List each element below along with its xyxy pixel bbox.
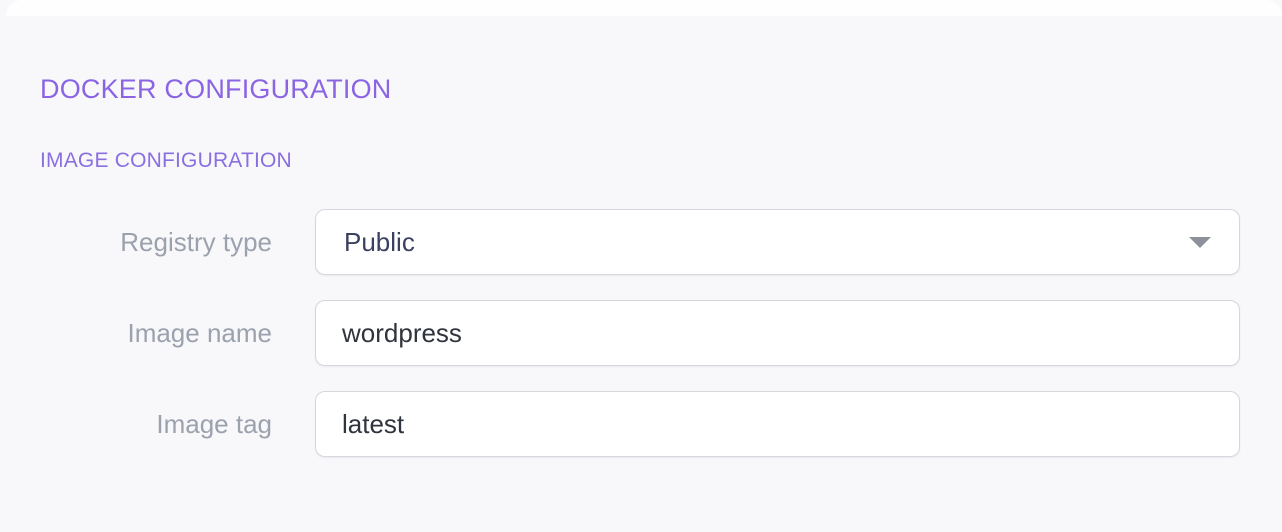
registry-type-selected-value: Public: [344, 226, 415, 257]
image-tag-row: Image tag: [40, 391, 1282, 457]
image-configuration-form: Registry type Public Image name Image ta…: [40, 209, 1282, 457]
chevron-down-icon: [1189, 237, 1211, 248]
image-tag-label: Image tag: [156, 408, 272, 439]
image-name-input[interactable]: [315, 300, 1240, 366]
registry-type-row: Registry type Public: [40, 209, 1282, 275]
registry-type-label: Registry type: [120, 226, 272, 257]
registry-type-select[interactable]: Public: [315, 209, 1240, 275]
image-tag-input[interactable]: [315, 391, 1240, 457]
docker-configuration-section: DOCKER CONFIGURATION IMAGE CONFIGURATION…: [40, 74, 1282, 457]
page-title: DOCKER CONFIGURATION: [40, 74, 392, 104]
image-name-label: Image name: [127, 317, 272, 348]
image-name-row: Image name: [40, 300, 1282, 366]
section-title-image-configuration: IMAGE CONFIGURATION: [40, 149, 292, 172]
top-card-edge: [6, 0, 1282, 16]
